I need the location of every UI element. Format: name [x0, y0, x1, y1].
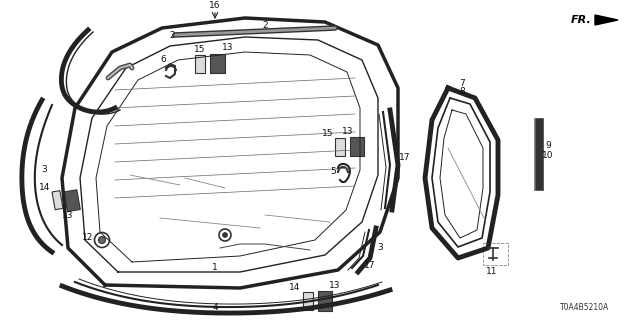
- Text: 8: 8: [459, 87, 465, 97]
- Bar: [483, 243, 508, 265]
- Circle shape: [223, 233, 227, 237]
- Circle shape: [99, 236, 106, 244]
- Bar: [303, 292, 313, 310]
- Text: 11: 11: [486, 268, 498, 276]
- Text: 13: 13: [342, 127, 354, 137]
- Text: 14: 14: [39, 183, 51, 193]
- Text: 15: 15: [195, 45, 205, 54]
- Text: 2: 2: [169, 30, 175, 39]
- Text: T0A4B5210A: T0A4B5210A: [560, 303, 609, 313]
- Text: 5: 5: [330, 167, 336, 177]
- Text: 10: 10: [542, 150, 554, 159]
- Text: 1: 1: [212, 263, 218, 273]
- Bar: [335, 138, 345, 156]
- Bar: [318, 291, 332, 311]
- Text: 9: 9: [545, 140, 551, 149]
- Text: FR.: FR.: [572, 15, 592, 25]
- Bar: [195, 55, 205, 73]
- Bar: [350, 137, 364, 156]
- Text: 13: 13: [62, 211, 74, 220]
- Text: 14: 14: [289, 284, 301, 292]
- Text: 2: 2: [262, 20, 268, 29]
- Text: 12: 12: [83, 233, 93, 242]
- Text: 3: 3: [377, 244, 383, 252]
- Text: 15: 15: [323, 129, 333, 138]
- Text: 4: 4: [212, 303, 218, 313]
- Text: 13: 13: [222, 44, 234, 52]
- Text: 7: 7: [459, 79, 465, 89]
- Polygon shape: [595, 15, 618, 25]
- Bar: [64, 190, 80, 212]
- Text: 17: 17: [364, 260, 376, 269]
- Text: 13: 13: [329, 281, 340, 290]
- Bar: [535, 118, 543, 190]
- Bar: [52, 191, 63, 210]
- Bar: [210, 54, 225, 73]
- Text: 3: 3: [41, 165, 47, 174]
- Text: 17: 17: [399, 154, 411, 163]
- Text: 16: 16: [209, 2, 221, 11]
- Text: 6: 6: [160, 55, 166, 65]
